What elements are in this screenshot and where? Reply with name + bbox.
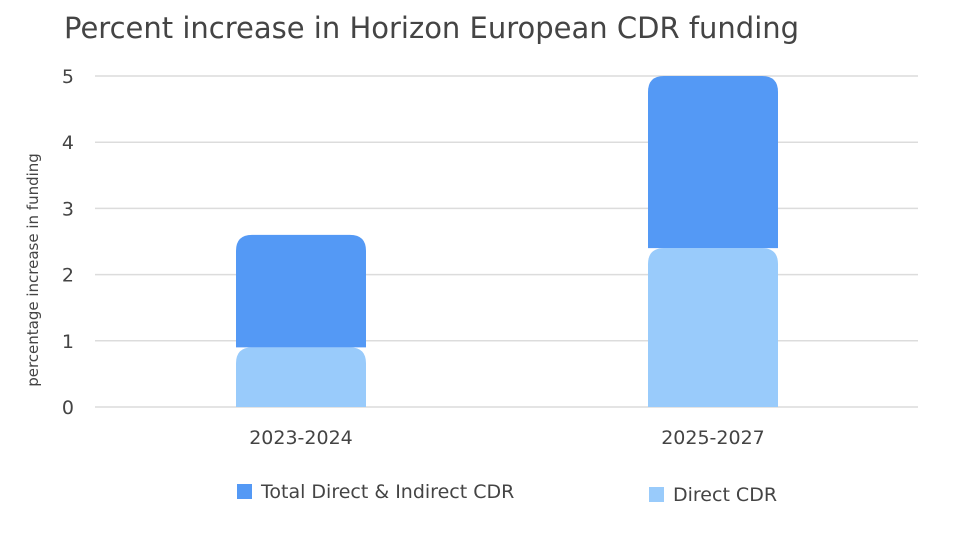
y-tick-label: 0 bbox=[62, 397, 74, 419]
y-tick-label: 5 bbox=[62, 66, 74, 88]
x-axis-ticks: 2023-2024 2025-2027 bbox=[249, 427, 765, 449]
x-tick-label: 2023-2024 bbox=[249, 427, 353, 449]
y-tick-label: 3 bbox=[62, 198, 74, 220]
legend: Total Direct & Indirect CDR Direct CDR bbox=[237, 481, 777, 506]
y-tick-label: 1 bbox=[62, 331, 74, 353]
y-axis-ticks: 0 1 2 3 4 5 bbox=[62, 66, 74, 419]
bar-segment-direct-2 bbox=[648, 248, 778, 407]
bars bbox=[236, 76, 778, 407]
legend-label: Direct CDR bbox=[673, 484, 777, 506]
y-axis-label: percentage increase in funding bbox=[24, 153, 42, 387]
chart-title: Percent increase in Horizon European CDR… bbox=[64, 11, 799, 45]
y-tick-label: 2 bbox=[62, 265, 74, 287]
legend-label: Total Direct & Indirect CDR bbox=[260, 481, 514, 503]
bar-segment-total-1 bbox=[236, 234, 366, 348]
legend-swatch bbox=[649, 487, 664, 502]
y-tick-label: 4 bbox=[62, 132, 74, 154]
gridlines bbox=[95, 75, 918, 408]
bar-segment-total-2 bbox=[648, 76, 778, 249]
bar-segment-direct-1 bbox=[236, 347, 366, 407]
legend-swatch bbox=[237, 484, 252, 499]
x-tick-label: 2025-2027 bbox=[661, 427, 765, 449]
